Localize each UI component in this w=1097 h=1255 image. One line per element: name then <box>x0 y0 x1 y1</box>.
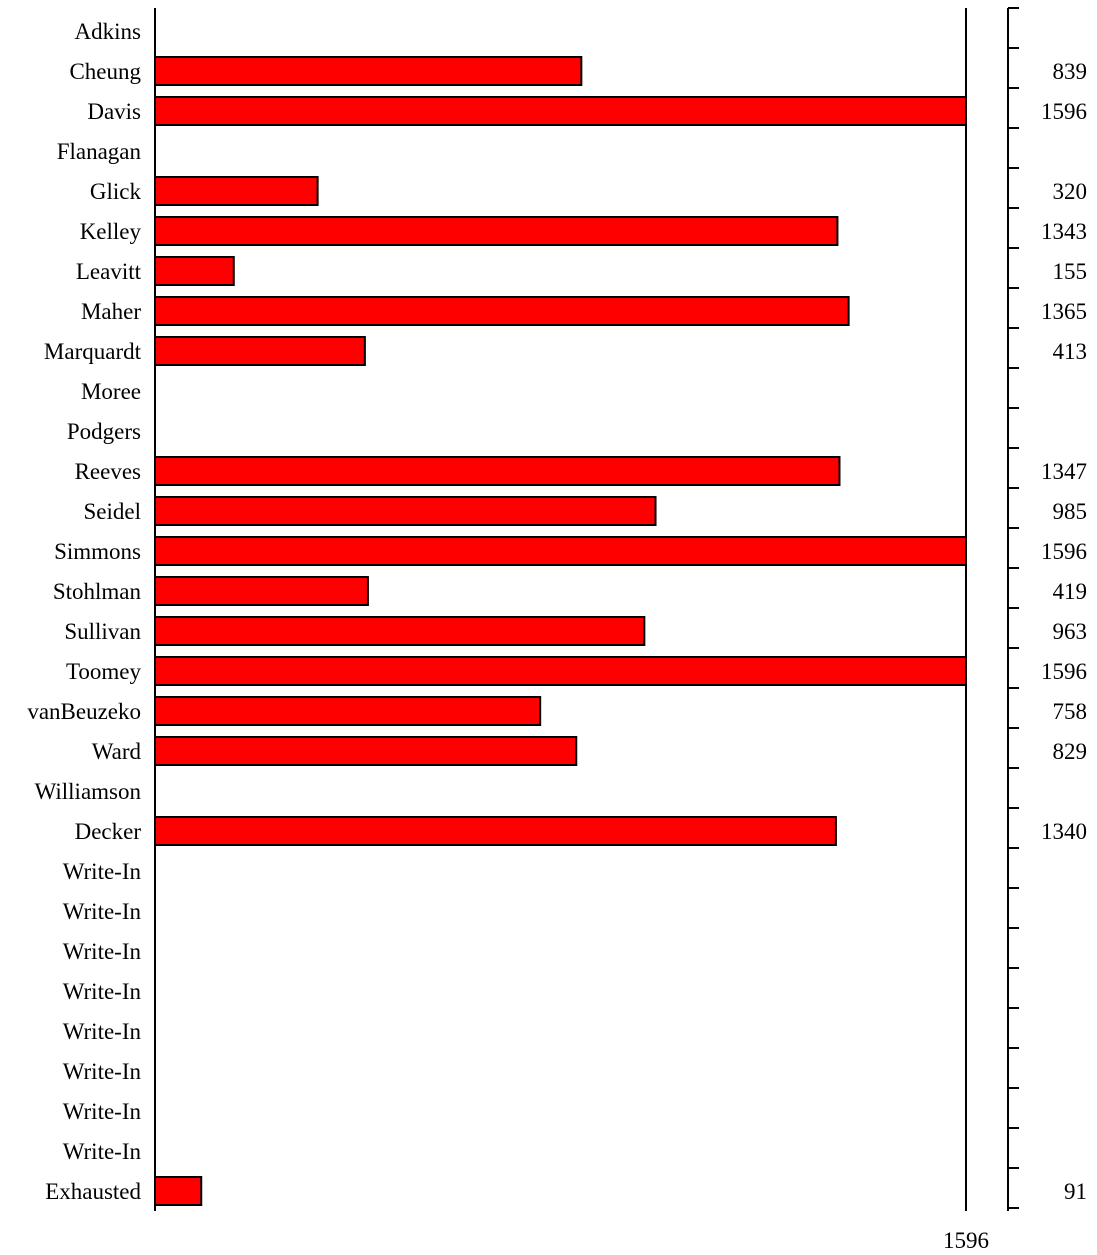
value-label: 829 <box>1053 739 1088 764</box>
value-label: 413 <box>1053 339 1088 364</box>
bar <box>154 536 967 566</box>
category-label: Simmons <box>54 539 141 564</box>
value-label: 1347 <box>1041 459 1087 484</box>
category-label: Write-In <box>63 899 142 924</box>
category-label: Toomey <box>66 659 142 684</box>
value-label: 839 <box>1053 59 1088 84</box>
category-label: Write-In <box>63 859 142 884</box>
category-label: Leavitt <box>76 259 142 284</box>
category-label: Williamson <box>35 779 142 804</box>
bar <box>154 216 839 246</box>
bar <box>154 696 542 726</box>
category-label: Seidel <box>84 499 142 524</box>
value-label: 1596 <box>1041 659 1087 684</box>
bar <box>154 296 850 326</box>
bar <box>154 96 967 126</box>
category-label: Write-In <box>63 1099 142 1124</box>
value-labels: 839 1596 320 1343 155 1365 413 1347 985 1596 419 96… <box>1041 59 1087 1204</box>
category-label: Podgers <box>67 419 141 444</box>
value-label: 320 <box>1053 179 1088 204</box>
category-label: Stohlman <box>53 579 142 604</box>
bar <box>154 496 657 526</box>
category-label: Marquardt <box>44 339 142 364</box>
category-label: Decker <box>75 819 142 844</box>
category-label: Maher <box>81 299 141 324</box>
category-label: Write-In <box>63 939 142 964</box>
category-label: Reeves <box>75 459 141 484</box>
value-label: 963 <box>1053 619 1088 644</box>
bar <box>154 616 646 646</box>
value-label: 1340 <box>1041 819 1087 844</box>
category-label: Moree <box>81 379 141 404</box>
category-label: Write-In <box>63 979 142 1004</box>
value-label: 419 <box>1053 579 1088 604</box>
value-label: 1343 <box>1041 219 1087 244</box>
bar <box>154 56 583 86</box>
value-label: 758 <box>1053 699 1088 724</box>
bar <box>154 736 578 766</box>
value-label: 1596 <box>1041 99 1087 124</box>
category-label: vanBeuzeko <box>27 699 141 724</box>
value-label: 155 <box>1053 259 1088 284</box>
value-label: 1596 <box>1041 539 1087 564</box>
bar <box>154 336 366 366</box>
category-label: Glick <box>90 179 142 204</box>
category-label: Cheung <box>69 59 141 84</box>
category-label: Adkins <box>75 19 142 44</box>
category-labels: Adkins Cheung Davis Flanagan Glick Kelley Leav… <box>27 19 141 1204</box>
category-label: Ward <box>92 739 142 764</box>
bar <box>154 176 319 206</box>
bar <box>154 576 369 606</box>
category-label: Flanagan <box>57 139 142 164</box>
bar <box>154 816 837 846</box>
category-label: Davis <box>87 99 141 124</box>
axes: 1596 <box>154 7 1019 1253</box>
value-label: 91 <box>1064 1179 1087 1204</box>
value-label: 985 <box>1053 499 1088 524</box>
value-label: 1365 <box>1041 299 1087 324</box>
category-label: Write-In <box>63 1139 142 1164</box>
bars <box>154 56 967 1206</box>
bar <box>154 256 235 286</box>
bar <box>154 456 841 486</box>
category-label: Write-In <box>63 1059 142 1084</box>
threshold-label: 1596 <box>943 1228 989 1253</box>
bar <box>154 1176 203 1206</box>
bar <box>154 656 967 686</box>
category-label: Kelley <box>80 219 142 244</box>
category-label: Exhausted <box>45 1179 141 1204</box>
category-label: Sullivan <box>64 619 141 644</box>
category-label: Write-In <box>63 1019 142 1044</box>
